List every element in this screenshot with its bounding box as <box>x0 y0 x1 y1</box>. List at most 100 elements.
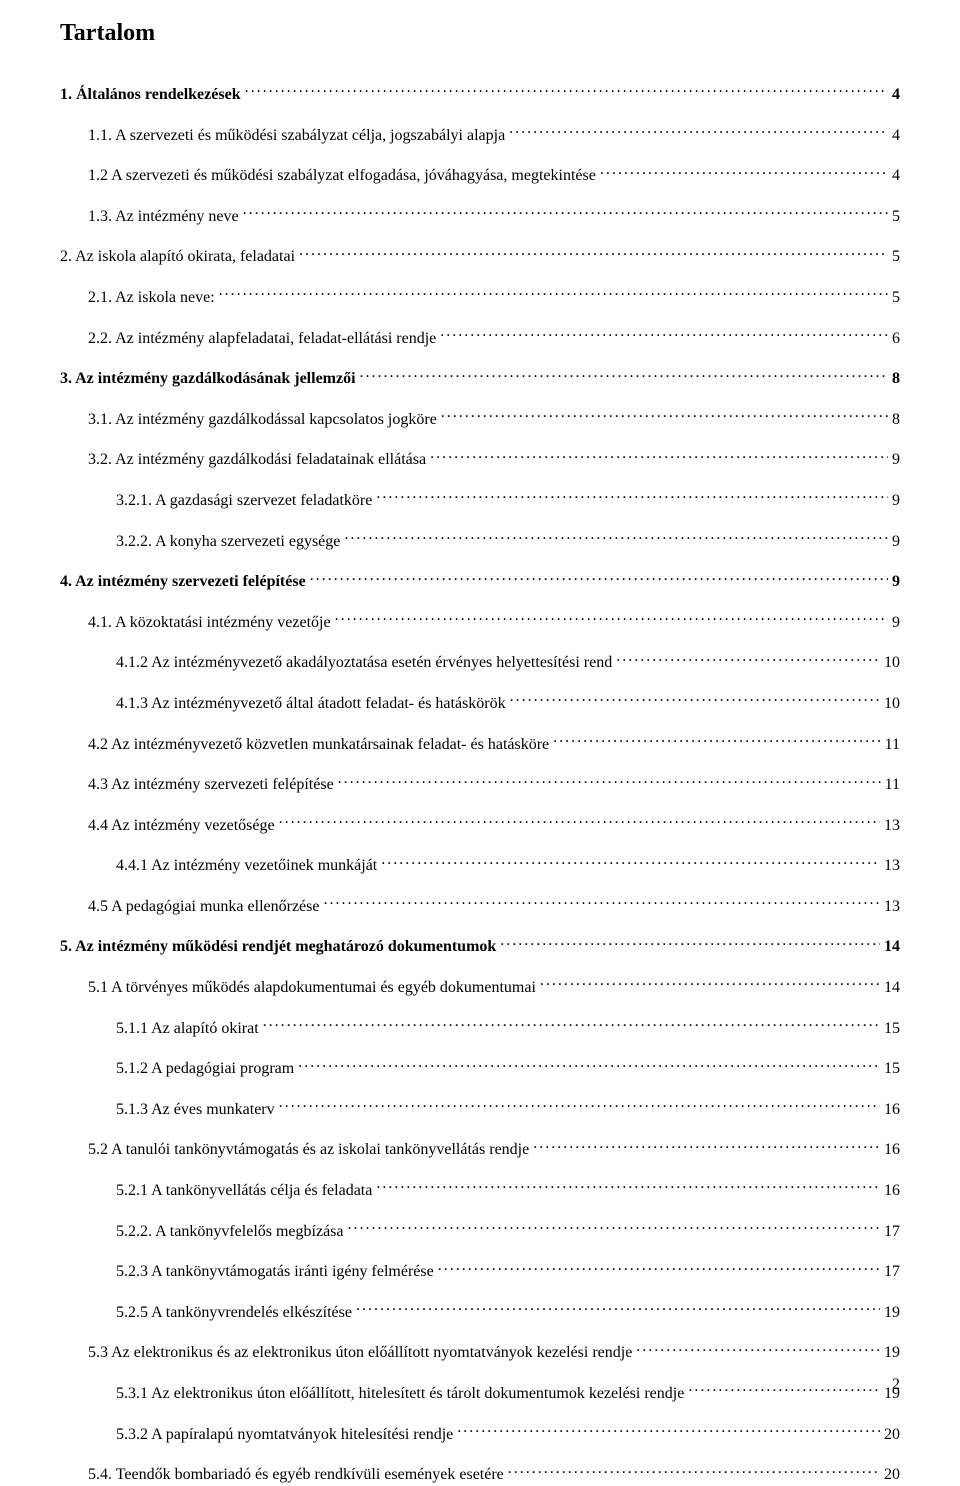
toc-list: 1. Általános rendelkezések 41.1. A szerv… <box>60 83 900 1486</box>
toc-dot-leader <box>263 1017 880 1033</box>
toc-entry-label: 1.2 A szervezeti és működési szabályzat … <box>88 165 596 187</box>
toc-entry-page: 17 <box>884 1261 900 1283</box>
toc-entry-label: 2. Az iskola alapító okirata, feladatai <box>60 246 295 268</box>
toc-entry-label: 1. Általános rendelkezések <box>60 84 241 106</box>
toc-entry-page: 11 <box>885 774 900 796</box>
toc-entry-page: 19 <box>884 1302 900 1324</box>
toc-entry: 4.4 Az intézmény vezetősége 13 <box>60 814 900 837</box>
toc-entry-page: 16 <box>884 1099 900 1121</box>
toc-entry-label: 5.2.1 A tankönyvellátás célja és feladat… <box>116 1180 372 1202</box>
toc-entry-label: 5.3 Az elektronikus és az elektronikus ú… <box>88 1342 632 1364</box>
toc-entry-page: 8 <box>892 368 900 390</box>
toc-entry: 4.1.2 Az intézményvezető akadályoztatása… <box>60 651 900 674</box>
toc-dot-leader <box>219 286 888 302</box>
toc-entry-label: 2.2. Az intézmény alapfeladatai, feladat… <box>88 328 436 350</box>
toc-entry: 3.1. Az intézmény gazdálkodással kapcsol… <box>60 408 900 431</box>
toc-title: Tartalom <box>60 20 900 47</box>
toc-entry-page: 6 <box>892 328 900 350</box>
toc-entry: 1.1. A szervezeti és működési szabályzat… <box>60 124 900 147</box>
toc-dot-leader <box>688 1382 880 1398</box>
toc-entry: 5.3.1 Az elektronikus úton előállított, … <box>60 1382 900 1405</box>
toc-dot-leader <box>356 1301 880 1317</box>
toc-entry-label: 5.4. Teendők bombariadó és egyéb rendkív… <box>88 1464 504 1486</box>
toc-entry-label: 4. Az intézmény szervezeti felépítése <box>60 571 306 593</box>
toc-entry-label: 5.1.1 Az alapító okirat <box>116 1018 259 1040</box>
toc-dot-leader <box>600 164 888 180</box>
toc-entry-page: 13 <box>884 855 900 877</box>
toc-entry-page: 16 <box>884 1139 900 1161</box>
toc-entry-label: 5.3.1 Az elektronikus úton előállított, … <box>116 1383 684 1405</box>
toc-entry-label: 4.1.2 Az intézményvezető akadályoztatása… <box>116 652 612 674</box>
toc-entry: 5.2.1 A tankönyvellátás célja és feladat… <box>60 1179 900 1202</box>
toc-dot-leader <box>279 1098 880 1114</box>
page-number: 2 <box>892 1376 900 1394</box>
toc-dot-leader <box>438 1260 880 1276</box>
toc-entry-label: 3.2. Az intézmény gazdálkodási feladatai… <box>88 449 426 471</box>
toc-entry-page: 15 <box>884 1018 900 1040</box>
toc-entry-page: 9 <box>892 571 900 593</box>
toc-entry: 4.3 Az intézmény szervezeti felépítése 1… <box>60 773 900 796</box>
toc-entry-label: 4.1. A közoktatási intézmény vezetője <box>88 612 331 634</box>
toc-entry: 2. Az iskola alapító okirata, feladatai … <box>60 245 900 268</box>
toc-dot-leader <box>616 651 880 667</box>
toc-entry-label: 4.4.1 Az intézmény vezetőinek munkáját <box>116 855 377 877</box>
toc-entry-page: 5 <box>892 206 900 228</box>
toc-entry-page: 9 <box>892 449 900 471</box>
toc-entry-label: 5.2 A tanulói tankönyvtámogatás és az is… <box>88 1139 529 1161</box>
toc-entry: 5.2 A tanulói tankönyvtámogatás és az is… <box>60 1138 900 1161</box>
toc-entry: 1.3. Az intézmény neve 5 <box>60 205 900 228</box>
toc-entry-page: 5 <box>892 246 900 268</box>
toc-entry: 5.1.3 Az éves munkaterv 16 <box>60 1098 900 1121</box>
toc-entry: 4.4.1 Az intézmény vezetőinek munkáját 1… <box>60 854 900 877</box>
toc-entry-label: 5.1.2 A pedagógiai program <box>116 1058 294 1080</box>
toc-entry-label: 3.2.2. A konyha szervezeti egysége <box>116 531 340 553</box>
toc-entry-label: 5.2.2. A tankönyvfelelős megbízása <box>116 1221 344 1243</box>
toc-entry-page: 4 <box>892 84 900 106</box>
toc-entry: 1. Általános rendelkezések 4 <box>60 83 900 106</box>
toc-entry: 4.5 A pedagógiai munka ellenőrzése 13 <box>60 895 900 918</box>
toc-entry-page: 9 <box>892 612 900 634</box>
toc-entry-page: 10 <box>884 652 900 674</box>
toc-entry: 5. Az intézmény működési rendjét meghatá… <box>60 935 900 958</box>
toc-entry-label: 5.2.3 A tankönyvtámogatás iránti igény f… <box>116 1261 434 1283</box>
toc-entry: 5.3 Az elektronikus és az elektronikus ú… <box>60 1341 900 1364</box>
toc-entry: 4.2 Az intézményvezető közvetlen munkatá… <box>60 733 900 756</box>
toc-entry-page: 9 <box>892 490 900 512</box>
toc-dot-leader <box>430 448 888 464</box>
toc-entry-page: 4 <box>892 125 900 147</box>
toc-entry-page: 13 <box>884 896 900 918</box>
toc-dot-leader <box>376 1179 880 1195</box>
toc-dot-leader <box>298 1057 880 1073</box>
toc-dot-leader <box>636 1341 880 1357</box>
toc-entry: 5.2.2. A tankönyvfelelős megbízása 17 <box>60 1220 900 1243</box>
toc-entry: 5.4. Teendők bombariadó és egyéb rendkív… <box>60 1463 900 1486</box>
toc-dot-leader <box>323 895 880 911</box>
toc-entry: 5.2.5 A tankönyvrendelés elkészítése 19 <box>60 1301 900 1324</box>
toc-entry-label: 5. Az intézmény működési rendjét meghatá… <box>60 936 496 958</box>
toc-entry-label: 5.1.3 Az éves munkaterv <box>116 1099 275 1121</box>
toc-entry: 5.3.2 A papíralapú nyomtatványok hiteles… <box>60 1423 900 1446</box>
toc-entry-page: 8 <box>892 409 900 431</box>
toc-entry-page: 14 <box>884 977 900 999</box>
toc-entry-label: 3. Az intézmény gazdálkodásának jellemző… <box>60 368 356 390</box>
toc-entry-page: 15 <box>884 1058 900 1080</box>
toc-dot-leader <box>376 489 888 505</box>
toc-entry-label: 2.1. Az iskola neve: <box>88 287 215 309</box>
toc-dot-leader <box>508 1463 880 1479</box>
toc-dot-leader <box>533 1138 880 1154</box>
toc-entry-page: 20 <box>884 1424 900 1446</box>
toc-dot-leader <box>243 205 888 221</box>
toc-dot-leader <box>344 530 888 546</box>
toc-entry: 4. Az intézmény szervezeti felépítése 9 <box>60 570 900 593</box>
toc-entry: 4.1.3 Az intézményvezető által átadott f… <box>60 692 900 715</box>
toc-entry: 4.1. A közoktatási intézmény vezetője 9 <box>60 611 900 634</box>
toc-entry-page: 19 <box>884 1342 900 1364</box>
toc-dot-leader <box>553 733 880 749</box>
toc-entry-label: 4.4 Az intézmény vezetősége <box>88 815 275 837</box>
toc-entry-page: 17 <box>884 1221 900 1243</box>
toc-entry-page: 11 <box>885 734 900 756</box>
toc-entry: 3.2. Az intézmény gazdálkodási feladatai… <box>60 448 900 471</box>
toc-dot-leader <box>540 976 880 992</box>
toc-dot-leader <box>440 327 888 343</box>
toc-entry: 5.1.1 Az alapító okirat 15 <box>60 1017 900 1040</box>
